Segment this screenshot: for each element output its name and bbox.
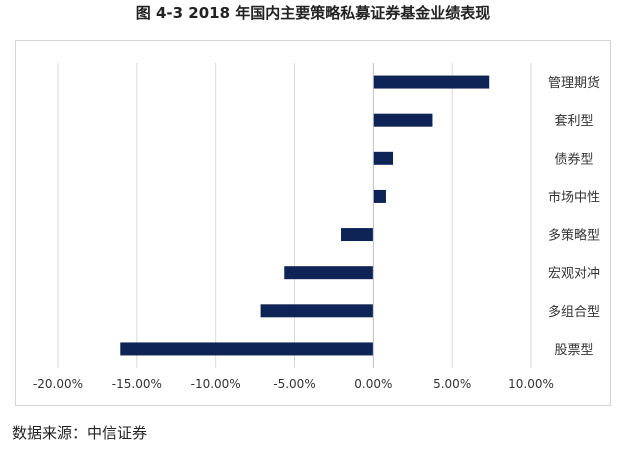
bar-chart: -20.00% -15.00% -10.00% -5.00% 0.00% 5.00% 10.…	[33, 63, 600, 391]
x-tick-label: -10.00%	[191, 377, 241, 391]
x-tick-label: -5.00%	[273, 377, 315, 391]
bar	[373, 151, 394, 165]
category-label: 宏观对冲	[548, 267, 600, 282]
category-label: 多组合型	[548, 304, 600, 320]
bar	[120, 342, 374, 356]
category-label: 股票型	[554, 343, 593, 358]
category-label: 多策略型	[548, 228, 600, 244]
chart-area: -20.00% -15.00% -10.00% -5.00% 0.00% 5.00% 10.…	[15, 40, 611, 406]
x-tick-label: 0.00%	[354, 377, 392, 391]
x-tick-labels: -20.00% -15.00% -10.00% -5.00% 0.00% 5.00% 10.…	[33, 377, 554, 391]
bar	[260, 304, 374, 318]
category-label: 管理期货	[548, 75, 600, 91]
x-tick-label: 5.00%	[433, 377, 471, 391]
category-label: 套利型	[554, 113, 593, 129]
category-label: 债券型	[554, 151, 593, 167]
x-tick-label: -15.00%	[112, 377, 162, 391]
bar	[373, 189, 386, 203]
x-tick-label: -20.00%	[33, 377, 83, 391]
category-label: 市场中性	[548, 189, 600, 205]
bar	[373, 113, 433, 127]
x-tick-label: 10.00%	[508, 377, 554, 391]
bar	[284, 266, 374, 280]
grid-lines	[57, 63, 532, 368]
bar	[373, 75, 490, 89]
figure-title: 图 4-3 2018 年国内主要策略私募证券基金业绩表现	[135, 4, 491, 22]
bar	[341, 228, 374, 242]
source-note: 数据来源：中信证券	[12, 424, 148, 442]
bars	[120, 75, 490, 356]
